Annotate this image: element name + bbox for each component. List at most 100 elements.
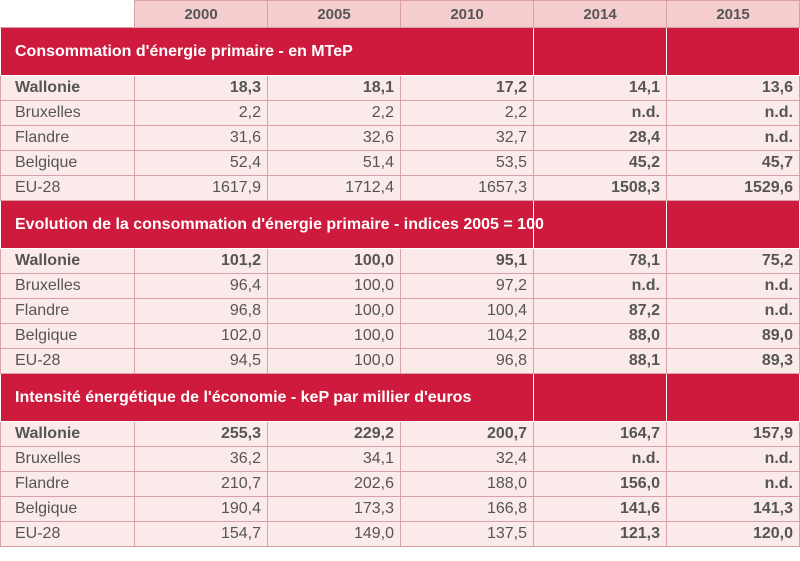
year-header: 2005	[267, 0, 401, 28]
row-label: Belgique	[0, 496, 135, 522]
table-cell: 18,1	[267, 75, 401, 101]
row-label: Flandre	[0, 298, 135, 324]
row-label: Wallonie	[0, 75, 135, 101]
table-cell: 137,5	[400, 521, 534, 547]
table-cell: 157,9	[666, 421, 800, 447]
table-row: Flandre 210,7 202,6 188,0 156,0 n.d.	[0, 471, 800, 497]
section-header-cell	[533, 373, 667, 422]
table-cell: 18,3	[134, 75, 268, 101]
section-header-cell	[666, 27, 800, 76]
table-cell: n.d.	[666, 100, 800, 126]
table-cell: 100,0	[267, 323, 401, 349]
row-label: EU-28	[0, 348, 135, 374]
row-label: Belgique	[0, 323, 135, 349]
table-cell: 1508,3	[533, 175, 667, 201]
table-cell: 32,4	[400, 446, 534, 472]
table-cell: 53,5	[400, 150, 534, 176]
year-header: 2000	[134, 0, 268, 28]
table-cell: 2,2	[134, 100, 268, 126]
table-cell: 154,7	[134, 521, 268, 547]
table-cell: 87,2	[533, 298, 667, 324]
year-header: 2014	[533, 0, 667, 28]
table-cell: 100,0	[267, 348, 401, 374]
table-cell: 202,6	[267, 471, 401, 497]
table-cell: 32,6	[267, 125, 401, 151]
table-row: EU-28 154,7 149,0 137,5 121,3 120,0	[0, 521, 800, 547]
table-row: Wallonie 18,3 18,1 17,2 14,1 13,6	[0, 75, 800, 101]
table-cell: 1617,9	[134, 175, 268, 201]
table-row: EU-28 1617,9 1712,4 1657,3 1508,3 1529,6	[0, 175, 800, 201]
table-cell: 45,7	[666, 150, 800, 176]
table-cell: 75,2	[666, 248, 800, 274]
table-cell: n.d.	[533, 446, 667, 472]
table-cell: 13,6	[666, 75, 800, 101]
table-cell: n.d.	[666, 471, 800, 497]
table-cell: 156,0	[533, 471, 667, 497]
table-cell: 14,1	[533, 75, 667, 101]
table-cell: 78,1	[533, 248, 667, 274]
row-label: EU-28	[0, 175, 135, 201]
section-header-row: Evolution de la consommation d'énergie p…	[0, 200, 800, 249]
table-cell: 100,0	[267, 248, 401, 274]
table-cell: n.d.	[666, 446, 800, 472]
header-corner	[0, 0, 135, 28]
table-row: Bruxelles 2,2 2,2 2,2 n.d. n.d.	[0, 100, 800, 126]
section-title: Evolution de la consommation d'énergie p…	[0, 200, 544, 249]
year-header: 2015	[666, 0, 800, 28]
table-cell: 88,1	[533, 348, 667, 374]
table-row: Bruxelles 36,2 34,1 32,4 n.d. n.d.	[0, 446, 800, 472]
table-cell: 200,7	[400, 421, 534, 447]
table-row: Flandre 96,8 100,0 100,4 87,2 n.d.	[0, 298, 800, 324]
energy-table: 2000 2005 2010 2014 2015 Consommation d'…	[0, 0, 800, 547]
table-row: Bruxelles 96,4 100,0 97,2 n.d. n.d.	[0, 273, 800, 299]
row-label: Belgique	[0, 150, 135, 176]
table-row: EU-28 94,5 100,0 96,8 88,1 89,3	[0, 348, 800, 374]
table-cell: 101,2	[134, 248, 268, 274]
table-cell: 96,8	[134, 298, 268, 324]
year-header: 2010	[400, 0, 534, 28]
row-label: Wallonie	[0, 248, 135, 274]
section-header-row: Consommation d'énergie primaire - en MTe…	[0, 27, 800, 76]
row-label: Bruxelles	[0, 273, 135, 299]
table-cell: 52,4	[134, 150, 268, 176]
table-cell: 1657,3	[400, 175, 534, 201]
table-cell: 164,7	[533, 421, 667, 447]
row-label: Bruxelles	[0, 446, 135, 472]
table-cell: 17,2	[400, 75, 534, 101]
table-cell: 141,6	[533, 496, 667, 522]
table-cell: 255,3	[134, 421, 268, 447]
section-header-cell	[533, 27, 667, 76]
table-cell: 166,8	[400, 496, 534, 522]
row-label: Wallonie	[0, 421, 135, 447]
table-cell: 100,4	[400, 298, 534, 324]
section-header-cell	[666, 373, 800, 422]
year-header-row: 2000 2005 2010 2014 2015	[0, 0, 800, 28]
section-header-row: Intensité énergétique de l'économie - ke…	[0, 373, 800, 422]
table-cell: 88,0	[533, 323, 667, 349]
section-title: Consommation d'énergie primaire - en MTe…	[0, 27, 534, 76]
table-cell: 149,0	[267, 521, 401, 547]
table-cell: 2,2	[267, 100, 401, 126]
table-cell: 1712,4	[267, 175, 401, 201]
table-row: Belgique 190,4 173,3 166,8 141,6 141,3	[0, 496, 800, 522]
table-cell: 102,0	[134, 323, 268, 349]
table-cell: 100,0	[267, 273, 401, 299]
table-cell: 120,0	[666, 521, 800, 547]
table-cell: n.d.	[533, 100, 667, 126]
table-row: Belgique 52,4 51,4 53,5 45,2 45,7	[0, 150, 800, 176]
row-label: Flandre	[0, 125, 135, 151]
table-cell: n.d.	[666, 273, 800, 299]
table-cell: 89,0	[666, 323, 800, 349]
table-cell: n.d.	[666, 125, 800, 151]
table-cell: 95,1	[400, 248, 534, 274]
row-label: EU-28	[0, 521, 135, 547]
table-cell: 100,0	[267, 298, 401, 324]
table-cell: 97,2	[400, 273, 534, 299]
section-header-cell	[533, 200, 667, 249]
table-cell: 45,2	[533, 150, 667, 176]
section-title: Intensité énergétique de l'économie - ke…	[0, 373, 534, 422]
table-cell: 28,4	[533, 125, 667, 151]
table-cell: 173,3	[267, 496, 401, 522]
row-label: Bruxelles	[0, 100, 135, 126]
table-cell: 96,8	[400, 348, 534, 374]
